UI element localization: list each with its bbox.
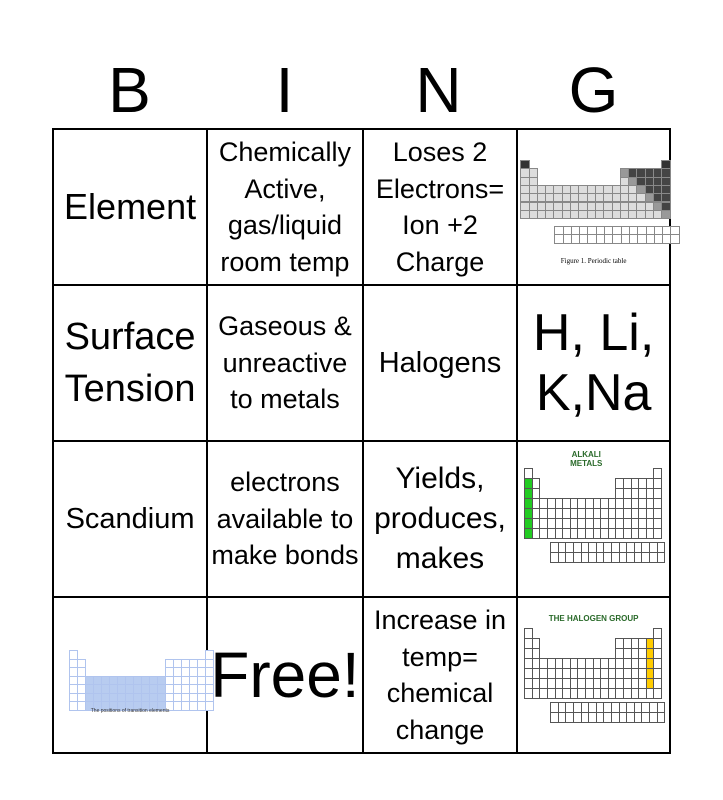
- element-box: [656, 552, 666, 563]
- cell-text: Chemically Active, gas/liquid room temp: [218, 137, 351, 277]
- bingo-cell[interactable]: Yields, produces, makes: [361, 440, 519, 598]
- image-caption: Figure 1. Periodic table: [560, 257, 627, 265]
- element-box: [653, 688, 663, 699]
- bingo-cell[interactable]: Element: [51, 128, 209, 286]
- bingo-cell[interactable]: The positions of transition elements: [51, 596, 214, 754]
- cell-text: Element: [64, 186, 197, 227]
- element-box: [670, 234, 680, 244]
- bingo-cell[interactable]: Figure 1. Periodic table: [516, 128, 680, 286]
- cell-text: H, Li, K,Na: [532, 304, 655, 422]
- image-caption: THE HALOGEN GROUP: [548, 614, 639, 623]
- transition-elements-image: The positions of transition elements: [54, 598, 214, 752]
- bingo-cell[interactable]: Chemically Active, gas/liquid room temp: [206, 128, 364, 286]
- element-box: [656, 712, 666, 723]
- bingo-cell[interactable]: H, Li, K,Na: [516, 284, 671, 442]
- bingo-cell[interactable]: Halogens: [361, 284, 519, 442]
- header-letter-g: G: [568, 54, 619, 126]
- bingo-cell[interactable]: Surface Tension: [51, 284, 209, 442]
- bingo-cell[interactable]: Gaseous & unreactive to metals: [206, 284, 364, 442]
- cell-text: Loses 2 Electrons= Ion +2 Charge: [375, 137, 505, 277]
- bingo-cell[interactable]: Increase in temp= chemical change: [361, 596, 519, 754]
- cell-text: Gaseous & unreactive to metals: [218, 311, 352, 415]
- cell-text: Yields, produces, makes: [374, 462, 506, 575]
- bingo-cell[interactable]: THE HALOGEN GROUP: [516, 596, 671, 754]
- element-box: [653, 528, 663, 539]
- halogen-group-image: THE HALOGEN GROUP: [518, 598, 669, 752]
- image-caption: The positions of transition elements: [90, 708, 170, 714]
- cell-text: Scandium: [65, 502, 195, 535]
- bingo-cell[interactable]: ALKALI METALS: [516, 440, 671, 598]
- image-caption: ALKALI METALS: [570, 450, 603, 468]
- cell-text: electrons available to make bonds: [211, 467, 359, 571]
- bingo-cell[interactable]: Free!: [206, 596, 364, 754]
- header-letter-i: I: [275, 54, 294, 126]
- alkali-metals-image: ALKALI METALS: [518, 442, 669, 596]
- header-letter-b: B: [108, 54, 151, 126]
- cell-text: Increase in temp= chemical change: [373, 605, 507, 745]
- cell-text: Halogens: [378, 346, 502, 379]
- bingo-cell[interactable]: electrons available to make bonds: [206, 440, 364, 598]
- header-letter-n: N: [415, 54, 462, 126]
- element-box: [661, 209, 671, 220]
- bingo-cell[interactable]: Loses 2 Electrons= Ion +2 Charge: [361, 128, 519, 286]
- cell-text: Surface Tension: [64, 316, 196, 410]
- free-space: Free!: [210, 639, 360, 711]
- bingo-grid: Element Chemically Active, gas/liquid ro…: [51, 128, 680, 754]
- bingo-cell[interactable]: Scandium: [51, 440, 209, 598]
- periodic-table-image: Figure 1. Periodic table: [518, 130, 680, 284]
